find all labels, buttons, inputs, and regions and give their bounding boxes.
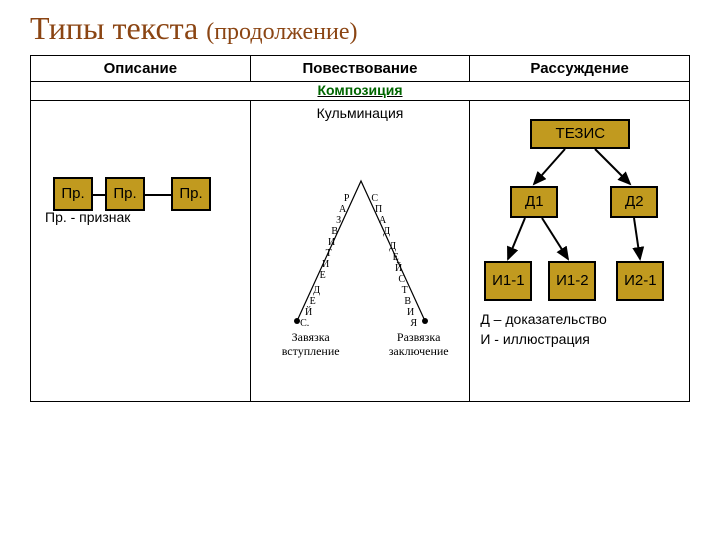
arc-letter: Й [303, 307, 315, 318]
reasoning-legend-1: Д – доказательство [480, 311, 606, 327]
diagram-node: И1-2 [548, 261, 596, 301]
arc-letter: В [402, 296, 414, 307]
reasoning-legend-2: И - иллюстрация [480, 331, 590, 347]
narration-cell: КульминацияРАЗВИТИЕДЕЙС.СПАДДЕЙСТВИЯЗавя… [251, 101, 470, 401]
arc-letter: Д [381, 226, 393, 237]
diagram-node: Пр. [171, 177, 211, 211]
arc-letter: А [377, 215, 389, 226]
reasoning-cell: ТЕЗИС Д1 Д2 И1-1 И1-2 И2-1 Д – доказательство И… [470, 101, 689, 401]
content-row: Пр.Пр.Пр.Пр. - признак КульминацияРАЗВИТ… [31, 101, 690, 402]
title-main: Типы текста [30, 10, 198, 46]
arc-letter: Е [390, 252, 402, 263]
arc-letter: С [369, 193, 381, 204]
diagram-node: Д1 [510, 186, 558, 218]
composition-row: Композиция [31, 82, 690, 101]
arc-letter: Т [323, 248, 335, 259]
arc-letter: С. [299, 318, 311, 329]
arc-letter: Т [399, 285, 411, 296]
slide-title: Типы текста (продолжение) [30, 10, 690, 47]
plot-triangle: РАЗВИТИЕДЕЙС.СПАДДЕЙСТВИЯЗавязкавступлен… [271, 161, 451, 361]
composition-label: Композиция [317, 82, 402, 98]
arc-letter: С [396, 274, 408, 285]
title-sub: (продолжение) [206, 19, 357, 45]
arc-letter: И [405, 307, 417, 318]
arc-letter: Р [341, 193, 353, 204]
arc-letter: Д [311, 285, 323, 296]
climax-label: Кульминация [317, 105, 404, 121]
arc-letter: Е [317, 270, 329, 281]
plot-bottom-right: Развязказаключение [379, 331, 459, 359]
diagram-node: Пр. [53, 177, 93, 211]
diagram-node: Пр. [105, 177, 145, 211]
arc-letter: Я [408, 318, 420, 329]
arc-letter: И [320, 259, 332, 270]
arc-letter: Е [307, 296, 319, 307]
arc-letter: П [373, 204, 385, 215]
diagram-node: ТЕЗИС [530, 119, 630, 149]
arc-letter: А [337, 204, 349, 215]
col-header-1: Описание [31, 56, 251, 82]
table-header-row: Описание Повествование Рассуждение [31, 56, 690, 82]
col-header-2: Повествование [250, 56, 470, 82]
diagram-node: И1-1 [484, 261, 532, 301]
description-legend: Пр. - признак [45, 209, 130, 225]
arc-letter: Д [387, 241, 399, 252]
diagram-node: И2-1 [616, 261, 664, 301]
arc-letter: Й [393, 263, 405, 274]
diagram-node: Д2 [610, 186, 658, 218]
plot-bottom-left: Завязкавступление [271, 331, 351, 359]
arc-letter: И [326, 237, 338, 248]
types-table: Описание Повествование Рассуждение Компо… [30, 55, 690, 402]
arc-letter: З [333, 215, 345, 226]
col-header-3: Рассуждение [470, 56, 690, 82]
arc-letter: В [329, 226, 341, 237]
description-cell: Пр.Пр.Пр.Пр. - признак [31, 101, 250, 401]
